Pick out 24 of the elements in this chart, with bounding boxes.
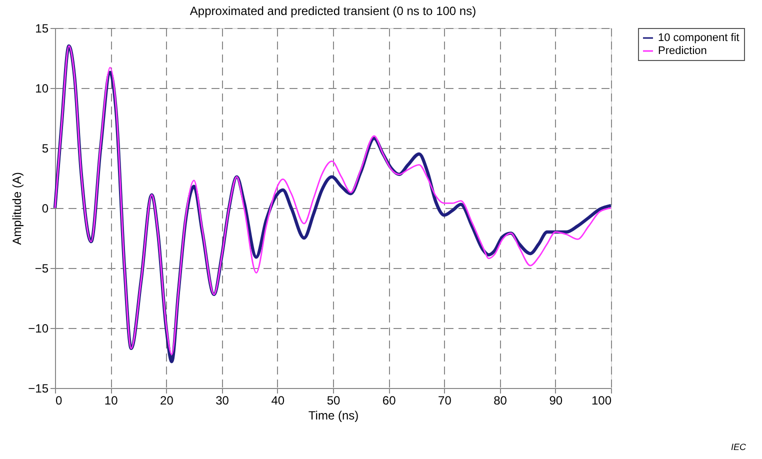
y-tick-label: −15 bbox=[28, 382, 49, 396]
x-tick-label: 30 bbox=[216, 394, 230, 408]
legend-label: 10 component fit bbox=[658, 32, 740, 44]
y-tick-label: −10 bbox=[28, 322, 49, 336]
x-tick-label: 60 bbox=[382, 394, 396, 408]
legend-label: Prediction bbox=[658, 45, 707, 57]
x-tick-label: 70 bbox=[438, 394, 452, 408]
x-tick-label: 0 bbox=[56, 394, 62, 408]
x-tick-label: 90 bbox=[549, 394, 563, 408]
y-axis-title: Amplitude (A) bbox=[10, 172, 24, 245]
y-tick-label: 15 bbox=[35, 22, 49, 36]
y-tick-label: −5 bbox=[34, 262, 49, 276]
x-tick-label: 20 bbox=[160, 394, 174, 408]
x-tick-label: 80 bbox=[494, 394, 508, 408]
y-tick-label: 0 bbox=[42, 202, 49, 216]
y-tick-label: 5 bbox=[42, 142, 49, 156]
x-tick-label: 100 bbox=[591, 394, 612, 408]
x-axis-title: Time (ns) bbox=[308, 408, 359, 422]
x-tick-label: 50 bbox=[326, 394, 340, 408]
y-tick-label: 10 bbox=[35, 82, 49, 96]
chart-title: Approximated and predicted transient (0 ns to 100 ns) bbox=[190, 4, 476, 18]
text: IEC bbox=[731, 442, 747, 452]
x-tick-label: 40 bbox=[271, 394, 285, 408]
x-tick-label: 10 bbox=[104, 394, 118, 408]
